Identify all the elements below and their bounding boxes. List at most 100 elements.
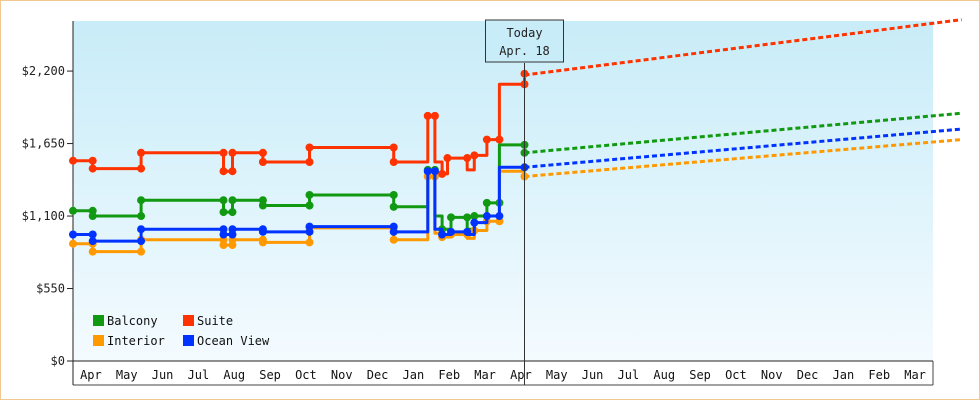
- data-point: [389, 235, 398, 244]
- month-label: Sep: [259, 368, 281, 382]
- data-point: [69, 230, 77, 239]
- month-label: Dec: [367, 368, 389, 382]
- data-point: [389, 202, 398, 211]
- series-ocean-view: [69, 127, 962, 246]
- data-point: [389, 143, 398, 152]
- month-label: Apr: [80, 368, 102, 382]
- data-point: [443, 154, 452, 163]
- data-point: [482, 198, 491, 207]
- data-point: [258, 227, 267, 236]
- data-point: [389, 190, 398, 199]
- month-label: Jun: [582, 368, 604, 382]
- legend-label: Interior: [107, 334, 165, 348]
- legend-swatch: [93, 315, 104, 326]
- data-point: [228, 148, 237, 157]
- data-point: [228, 196, 237, 205]
- data-point: [88, 230, 97, 239]
- data-point: [137, 247, 146, 256]
- today-box: [485, 19, 564, 63]
- data-point: [88, 237, 97, 246]
- month-label: Jul: [188, 368, 210, 382]
- y-tick-label: $1,650: [22, 137, 65, 151]
- data-point: [137, 212, 146, 221]
- data-point: [69, 239, 77, 248]
- data-point: [305, 201, 314, 210]
- month-label: Nov: [761, 368, 783, 382]
- data-point: [137, 225, 146, 234]
- data-point: [482, 135, 491, 144]
- data-point: [88, 247, 97, 256]
- month-label: Nov: [331, 368, 353, 382]
- projection-line: [524, 111, 962, 155]
- data-point: [447, 213, 456, 222]
- data-point: [305, 158, 314, 167]
- data-point: [258, 238, 267, 247]
- data-point: [495, 135, 504, 144]
- data-point: [438, 230, 447, 239]
- data-point: [258, 158, 267, 167]
- legend-label: Balcony: [107, 314, 158, 328]
- month-label: Jan: [403, 368, 425, 382]
- month-label: Jan: [833, 368, 855, 382]
- data-point: [305, 190, 314, 199]
- data-point: [305, 222, 314, 231]
- month-label: Sep: [689, 368, 711, 382]
- data-point: [447, 227, 456, 236]
- projection-line: [524, 18, 962, 77]
- data-point: [389, 158, 398, 167]
- data-point: [430, 111, 439, 120]
- y-tick-label: $0: [51, 354, 65, 368]
- month-label: May: [116, 368, 138, 382]
- data-point: [69, 156, 77, 165]
- month-label: Dec: [797, 368, 819, 382]
- projection-line: [524, 138, 962, 178]
- data-point: [463, 154, 472, 163]
- today-marker: Today Apr. 18: [485, 19, 564, 385]
- series-layer: [69, 18, 962, 256]
- data-point: [219, 230, 228, 239]
- data-point: [470, 212, 479, 221]
- data-point: [423, 167, 432, 176]
- y-tick-label: $2,200: [22, 64, 65, 78]
- data-point: [219, 167, 228, 176]
- data-point: [137, 237, 146, 246]
- month-label: Oct: [725, 368, 747, 382]
- data-point: [219, 241, 228, 250]
- data-point: [137, 164, 146, 173]
- legend-swatch: [93, 335, 104, 346]
- data-point: [305, 143, 314, 152]
- month-label: Oct: [295, 368, 317, 382]
- legend: Balcony Suite Interior Ocean View: [93, 314, 270, 348]
- data-point: [495, 212, 504, 221]
- data-point: [88, 212, 97, 221]
- today-label: Today: [506, 26, 542, 40]
- data-point: [137, 148, 146, 157]
- plot-area: [73, 21, 933, 361]
- data-point: [219, 196, 228, 205]
- data-point: [228, 225, 237, 234]
- month-label: May: [546, 368, 568, 382]
- y-tick-label: $550: [36, 282, 65, 296]
- data-point: [463, 227, 472, 236]
- data-point: [389, 227, 398, 236]
- month-label: Mar: [904, 368, 926, 382]
- data-point: [305, 238, 314, 247]
- data-point: [463, 213, 472, 222]
- axes: Apr May Jun Jul Aug Sep Oct Nov Dec Jan Feb Mar Apr M…: [22, 21, 934, 386]
- data-point: [219, 208, 228, 217]
- month-label: Feb: [438, 368, 460, 382]
- data-point: [258, 148, 267, 157]
- data-point: [430, 167, 439, 176]
- data-point: [88, 164, 97, 173]
- month-strip: [73, 361, 933, 385]
- data-point: [482, 212, 491, 221]
- data-point: [423, 111, 432, 120]
- data-point: [69, 206, 77, 215]
- data-point: [219, 148, 228, 157]
- month-label: Feb: [868, 368, 890, 382]
- data-point: [470, 151, 479, 160]
- series-suite: [69, 18, 962, 178]
- legend-label: Ocean View: [197, 334, 270, 348]
- month-label: Jul: [618, 368, 640, 382]
